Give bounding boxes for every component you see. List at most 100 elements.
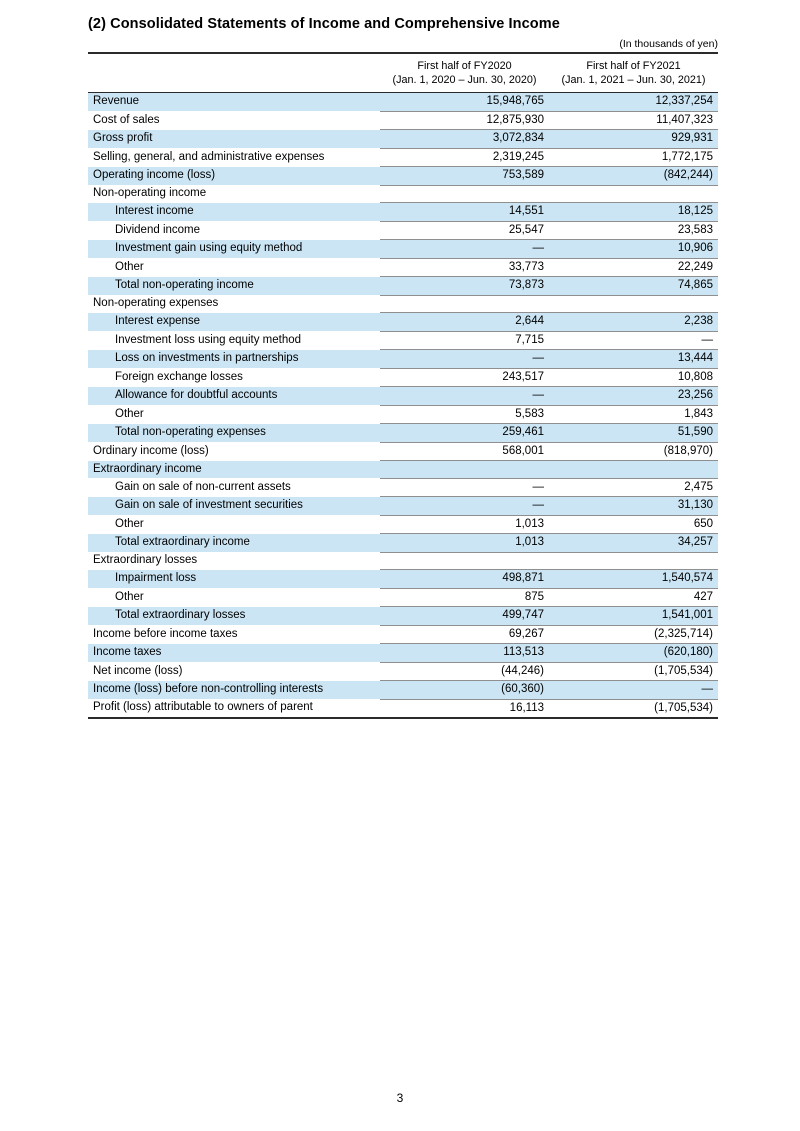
row-label: Total non-operating expenses [115,426,266,438]
table-row: Other 33,773 22,249 [88,258,718,277]
row-label: Ordinary income (loss) [93,444,209,457]
income-statement-table: First half of FY2020 (Jan. 1, 2020 – Jun… [88,52,718,719]
row-label: Other [115,517,144,530]
table-row: Cost of sales 12,875,930 11,407,323 [88,111,718,130]
table-row: Investment gain using equity method — 10… [88,239,718,259]
header-row: First half of FY2020 (Jan. 1, 2020 – Jun… [88,53,718,93]
table-row: Gain on sale of investment securities — … [88,496,718,516]
column-header-fy2021: First half of FY2021 (Jan. 1, 2021 – Jun… [549,53,718,93]
value-fy2020: 243,517 [380,368,549,387]
value-fy2021: 1,540,574 [549,569,718,589]
header-label-column [88,53,380,93]
value-fy2021 [549,552,718,570]
row-label: Revenue [93,95,140,108]
row-label: Loss on investments in partnerships [115,352,299,364]
row-label: Income before income taxes [93,627,238,640]
table-row: Non-operating income [88,185,718,203]
value-fy2020: — [380,386,549,406]
value-fy2021: 18,125 [549,202,718,222]
row-label: Extraordinary income [93,462,202,475]
value-fy2021: (2,325,714) [549,625,718,644]
row-label: Income taxes [93,646,162,658]
row-label: Allowance for doubtful accounts [115,389,278,401]
value-fy2020: 498,871 [380,569,549,589]
table-row: Gain on sale of non-current assets — 2,4… [88,478,718,497]
row-label: Other [115,407,144,420]
value-fy2020: — [380,496,549,516]
value-fy2021: 74,865 [549,276,718,296]
table-row: Allowance for doubtful accounts — 23,256 [88,386,718,406]
value-fy2021: 427 [549,588,718,607]
row-label: Investment loss using equity method [115,333,302,346]
value-fy2021: — [549,680,718,700]
table-row: Total non-operating expenses 259,461 51,… [88,423,718,443]
value-fy2021: 929,931 [549,129,718,149]
row-label: Gain on sale of non-current assets [115,480,291,493]
value-fy2021: 1,772,175 [549,148,718,167]
value-fy2020: 7,715 [380,331,549,350]
value-fy2020: 2,644 [380,312,549,332]
table-row: Other 1,013 650 [88,515,718,534]
value-fy2020: 15,948,765 [380,92,549,112]
table-row: Total non-operating income 73,873 74,865 [88,276,718,296]
value-fy2021: (1,705,534) [654,701,713,714]
table-row: Income taxes 113,513 (620,180) [88,643,718,663]
value-fy2020: — [380,349,549,369]
page-number: 3 [396,1091,404,1105]
value-fy2021: 10,808 [549,368,718,387]
column-header-fy2020-period: (Jan. 1, 2020 – Jun. 30, 2020) [392,73,537,86]
value-fy2021: 31,130 [549,496,718,516]
table-header: First half of FY2020 (Jan. 1, 2020 – Jun… [88,53,718,93]
value-fy2020: 875 [380,588,549,607]
table-row: Ordinary income (loss) 568,001 (818,970) [88,442,718,461]
row-label: Non-operating expenses [93,297,219,309]
value-fy2021: 10,906 [549,239,718,259]
row-label: Operating income (loss) [93,169,216,181]
row-label: Interest income [115,205,194,217]
value-fy2020: 16,113 [509,701,544,714]
value-fy2020: (60,360) [380,680,549,700]
value-fy2020: 5,583 [380,405,549,424]
table-row: Interest expense 2,644 2,238 [88,312,718,332]
value-fy2020: 2,319,245 [380,148,549,167]
value-fy2021: 23,256 [549,386,718,406]
value-fy2020 [380,295,549,313]
row-label: Investment gain using equity method [115,242,303,254]
value-fy2021: 650 [549,515,718,534]
value-fy2020: 14,551 [380,202,549,222]
row-label: Cost of sales [93,113,160,126]
table-row: Impairment loss 498,871 1,540,574 [88,569,718,589]
value-fy2020: 499,747 [380,606,549,626]
unit-note: (In thousands of yen) [619,38,718,50]
value-fy2020 [380,185,549,203]
table-row: Income before income taxes 69,267 (2,325… [88,625,718,644]
value-fy2021 [549,185,718,203]
column-header-fy2020: First half of FY2020 (Jan. 1, 2020 – Jun… [380,53,549,93]
row-label: Income (loss) before non-controlling int… [93,683,324,695]
value-fy2020: 12,875,930 [380,111,549,130]
row-label: Selling, general, and administrative exp… [93,150,325,163]
row-label: Interest expense [115,315,201,327]
row-label: Gain on sale of investment securities [115,499,303,511]
value-fy2020: 568,001 [380,442,549,461]
value-fy2020: 1,013 [380,515,549,534]
table-row: Net income (loss) (44,246) (1,705,534) [88,662,718,681]
table-row: Loss on investments in partnerships — 13… [88,349,718,369]
table-row: Extraordinary losses [88,552,718,570]
row-label: Dividend income [115,223,201,236]
value-fy2020: 73,873 [380,276,549,296]
row-label: Total non-operating income [115,279,254,291]
value-fy2021: 1,843 [549,405,718,424]
value-fy2021: (620,180) [549,643,718,663]
column-header-fy2020-title: First half of FY2020 [417,60,512,72]
value-fy2020: — [380,239,549,259]
table-row: Operating income (loss) 753,589 (842,244… [88,166,718,186]
value-fy2021 [549,460,718,479]
table-row: Total extraordinary income 1,013 34,257 [88,533,718,553]
row-label: Impairment loss [115,572,197,584]
value-fy2020: 3,072,834 [380,129,549,149]
table-row: Investment loss using equity method 7,71… [88,331,718,350]
row-label: Non-operating income [93,187,207,199]
value-fy2020: — [380,478,549,497]
